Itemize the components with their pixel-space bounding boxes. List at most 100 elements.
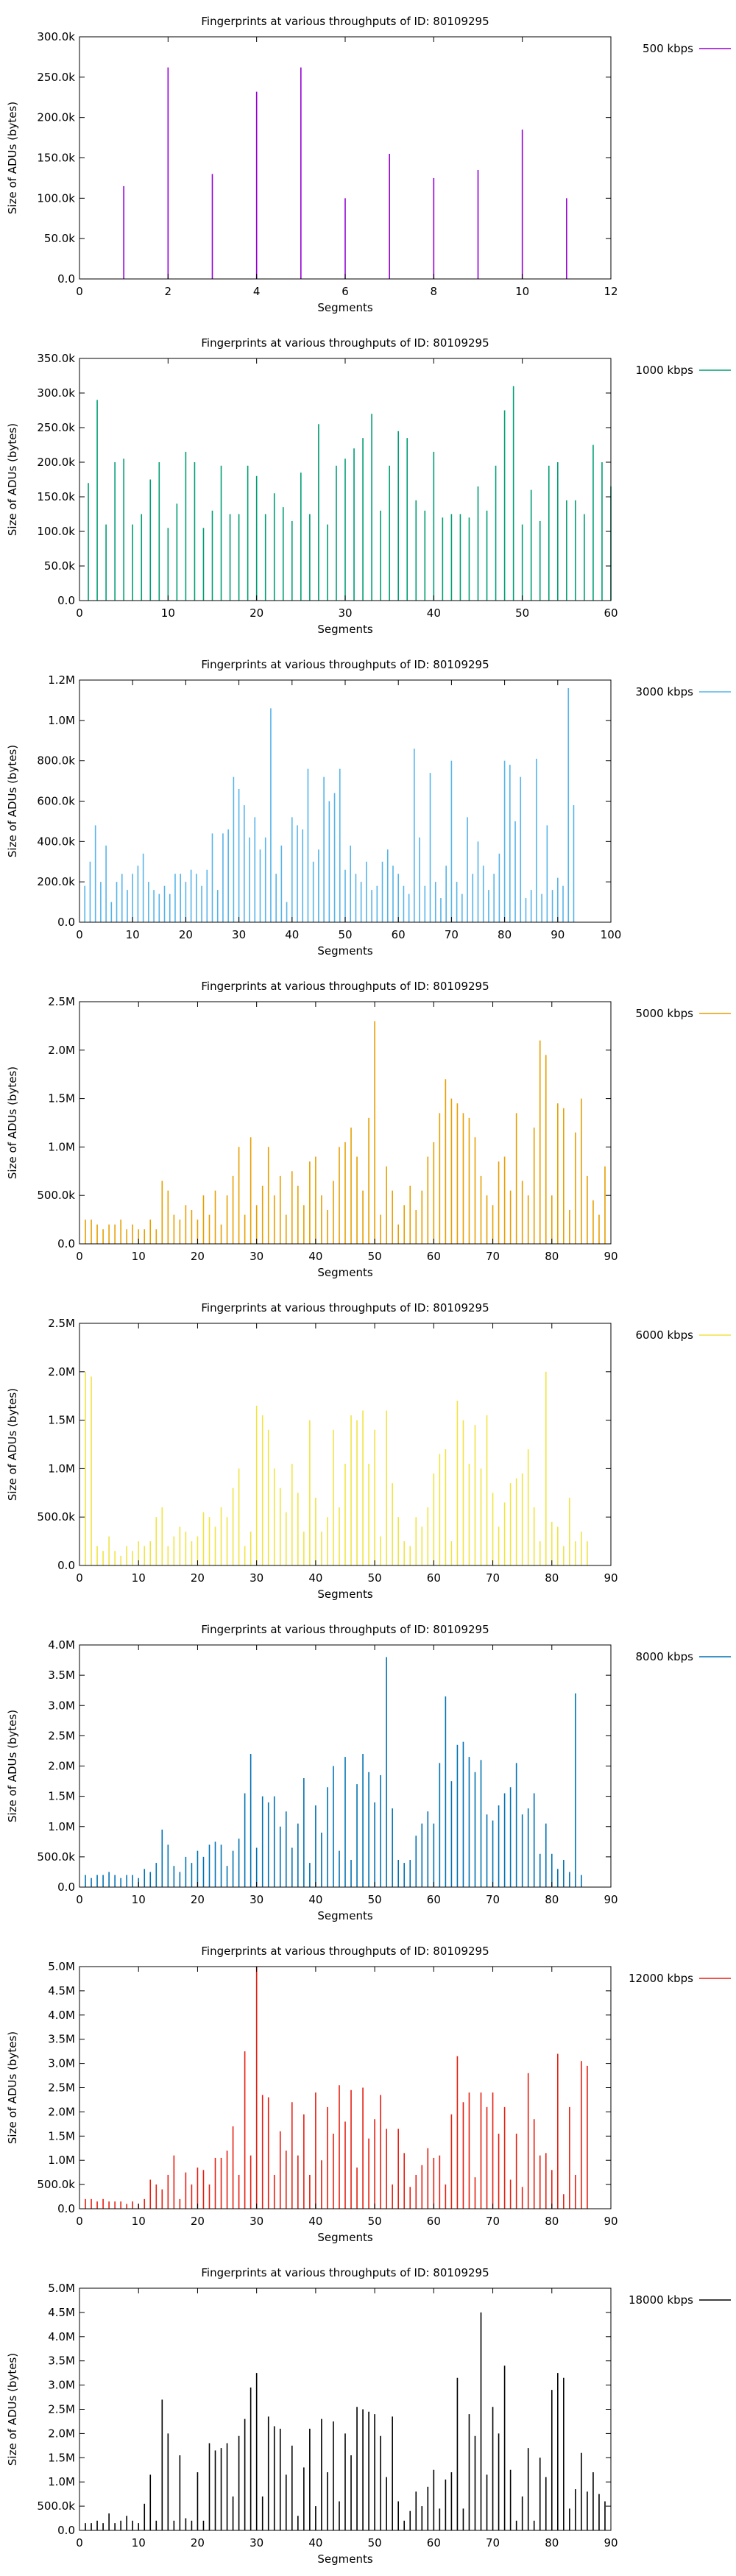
y-tick-label: 500.0k [37, 1850, 75, 1864]
x-tick-label: 40 [285, 928, 299, 941]
y-tick-label: 250.0k [37, 71, 75, 84]
y-tick-label: 1.0M [48, 1462, 75, 1475]
x-tick-label: 0 [76, 1571, 83, 1585]
legend-label: 3000 kbps [636, 685, 694, 698]
y-axis-label: Size of ADUs (bytes) [6, 2353, 19, 2466]
legend-label: 500 kbps [643, 42, 693, 55]
chart-title: Fingerprints at various throughputs of I… [201, 15, 489, 28]
x-tick-label: 2 [165, 285, 172, 298]
y-axis-label: Size of ADUs (bytes) [6, 102, 19, 214]
y-tick-label: 250.0k [37, 421, 75, 434]
x-tick-label: 80 [545, 1250, 559, 1263]
x-tick-label: 4 [253, 285, 261, 298]
y-tick-label: 4.0M [48, 1638, 75, 1652]
chart-title: Fingerprints at various throughputs of I… [201, 1301, 489, 1314]
x-tick-label: 10 [132, 2215, 146, 2228]
x-tick-label: 20 [250, 606, 263, 620]
x-tick-label: 60 [427, 2215, 441, 2228]
x-tick-label: 90 [604, 2215, 618, 2228]
legend-label: 1000 kbps [636, 364, 694, 377]
x-tick-label: 30 [250, 2536, 263, 2550]
x-tick-label: 80 [545, 1893, 559, 1906]
x-tick-label: 80 [545, 2215, 559, 2228]
chart-panel-3: Fingerprints at various throughputs of I… [0, 643, 736, 965]
x-tick-label: 40 [308, 1571, 322, 1585]
legend-label: 5000 kbps [636, 1007, 694, 1020]
y-axis-label: Size of ADUs (bytes) [6, 745, 19, 857]
y-tick-label: 1.5M [48, 1092, 75, 1105]
x-tick-label: 30 [250, 1893, 263, 1906]
legend-label: 12000 kbps [629, 1972, 693, 1985]
x-tick-label: 30 [338, 606, 352, 620]
x-axis-label: Segments [317, 1909, 373, 1922]
chart-title: Fingerprints at various throughputs of I… [201, 658, 489, 671]
chart-title: Fingerprints at various throughputs of I… [201, 2266, 489, 2279]
x-tick-label: 60 [392, 928, 406, 941]
chart-panel-8: Fingerprints at various throughputs of I… [0, 2251, 736, 2573]
y-tick-label: 4.5M [48, 2306, 75, 2319]
y-tick-label: 200.0k [37, 111, 75, 124]
y-tick-label: 2.0M [48, 1760, 75, 1773]
x-tick-label: 50 [515, 606, 529, 620]
y-tick-label: 100.0k [37, 191, 75, 205]
y-axis-label: Size of ADUs (bytes) [6, 423, 19, 536]
x-axis-label: Segments [317, 944, 373, 958]
legend-label: 8000 kbps [636, 1650, 694, 1663]
y-tick-label: 4.0M [48, 2009, 75, 2022]
y-tick-label: 1.2M [48, 673, 75, 687]
x-tick-label: 90 [604, 1571, 618, 1585]
x-tick-label: 70 [486, 2536, 500, 2550]
chart-svg: Fingerprints at various throughputs of I… [6, 658, 731, 958]
x-tick-label: 50 [368, 1250, 382, 1263]
x-tick-label: 90 [551, 928, 565, 941]
y-tick-label: 2.0M [48, 2105, 75, 2118]
y-tick-label: 800.0k [37, 754, 75, 768]
chart-svg: Fingerprints at various throughputs of I… [6, 1623, 731, 1922]
y-tick-label: 1.5M [48, 2129, 75, 2142]
x-tick-label: 80 [545, 2536, 559, 2550]
x-tick-label: 50 [368, 1893, 382, 1906]
y-tick-label: 2.0M [48, 1044, 75, 1057]
x-tick-label: 90 [604, 1250, 618, 1263]
x-tick-label: 90 [604, 1893, 618, 1906]
chart-title: Fingerprints at various throughputs of I… [201, 980, 489, 993]
chart-panel-7: Fingerprints at various throughputs of I… [0, 1930, 736, 2251]
x-tick-label: 6 [342, 285, 349, 298]
y-tick-label: 0.0 [57, 916, 75, 929]
y-tick-label: 3.0M [48, 2379, 75, 2392]
y-tick-label: 0.0 [57, 594, 75, 607]
y-tick-label: 1.0M [48, 2154, 75, 2167]
x-tick-label: 70 [486, 1893, 500, 1906]
y-tick-label: 3.5M [48, 2354, 75, 2368]
plot-frame [79, 1323, 612, 1566]
chart-title: Fingerprints at various throughputs of I… [201, 336, 489, 350]
y-tick-label: 1.5M [48, 1790, 75, 1803]
x-tick-label: 50 [368, 1571, 382, 1585]
x-tick-label: 10 [132, 1893, 146, 1906]
plot-frame [79, 1001, 612, 1245]
x-tick-label: 10 [132, 2536, 146, 2550]
chart-svg: Fingerprints at various throughputs of I… [6, 1301, 731, 1601]
y-tick-label: 200.0k [37, 456, 75, 469]
chart-svg: Fingerprints at various throughputs of I… [6, 2266, 731, 2566]
x-tick-label: 30 [232, 928, 246, 941]
chart-svg: Fingerprints at various throughputs of I… [6, 336, 731, 636]
x-tick-label: 80 [498, 928, 512, 941]
chart-title: Fingerprints at various throughputs of I… [201, 1623, 489, 1636]
x-tick-label: 60 [604, 606, 618, 620]
y-tick-label: 3.5M [48, 2033, 75, 2046]
x-tick-label: 10 [132, 1250, 146, 1263]
x-axis-label: Segments [317, 301, 373, 314]
chart-svg: Fingerprints at various throughputs of I… [6, 15, 731, 314]
y-tick-label: 500.0k [37, 2178, 75, 2191]
x-tick-label: 30 [250, 2215, 263, 2228]
x-tick-label: 8 [431, 285, 438, 298]
x-tick-label: 20 [191, 2215, 205, 2228]
y-tick-label: 0.0 [57, 1559, 75, 1572]
y-tick-label: 2.5M [48, 1729, 75, 1742]
chart-panel-2: Fingerprints at various throughputs of I… [0, 322, 736, 643]
y-tick-label: 2.0M [48, 1365, 75, 1379]
y-tick-label: 0.0 [57, 1880, 75, 1894]
x-tick-label: 40 [308, 2536, 322, 2550]
y-tick-label: 150.0k [37, 490, 75, 503]
